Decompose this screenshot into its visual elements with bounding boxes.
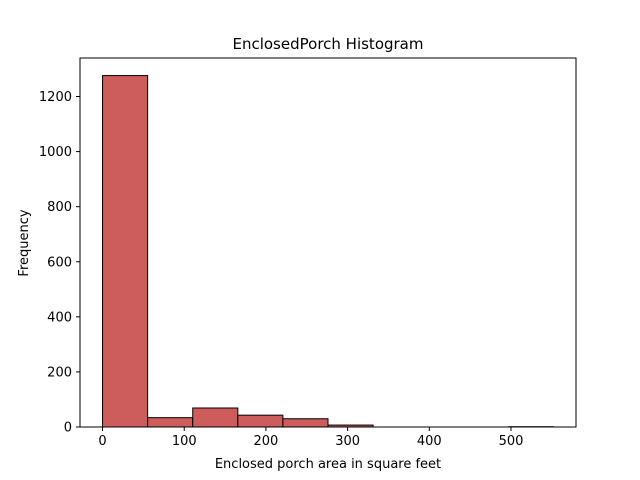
plot-frame [79, 57, 577, 428]
y-tick-label: 800 [47, 200, 72, 215]
histogram-bar [237, 414, 284, 428]
histogram-bar [282, 418, 329, 428]
x-tick-label: 400 [417, 434, 442, 449]
y-tick-label: 1000 [39, 145, 72, 160]
histogram-bar [192, 407, 239, 428]
y-tick-label: 0 [64, 421, 72, 436]
y-axis-label: Frequency [17, 209, 32, 276]
y-tick-label: 200 [47, 365, 72, 380]
x-tick-label: 100 [172, 434, 197, 449]
histogram-bar [102, 75, 149, 428]
histogram-bar [147, 417, 194, 428]
x-tick-label: 500 [499, 434, 524, 449]
y-axis-ticks: 0 200 400 600 800 1000 1200 [39, 90, 80, 436]
bars-group [102, 75, 554, 428]
x-tick-label: 0 [98, 434, 106, 449]
x-tick-label: 200 [254, 434, 279, 449]
y-tick-label: 600 [47, 255, 72, 270]
x-axis-ticks: 0 100 200 300 400 500 [98, 427, 523, 449]
chart-title: EnclosedPorch Histogram [232, 35, 423, 53]
x-axis-label: Enclosed porch area in square feet [215, 457, 441, 472]
y-tick-label: 1200 [39, 90, 72, 105]
x-tick-label: 300 [335, 434, 360, 449]
y-tick-label: 400 [47, 310, 72, 325]
